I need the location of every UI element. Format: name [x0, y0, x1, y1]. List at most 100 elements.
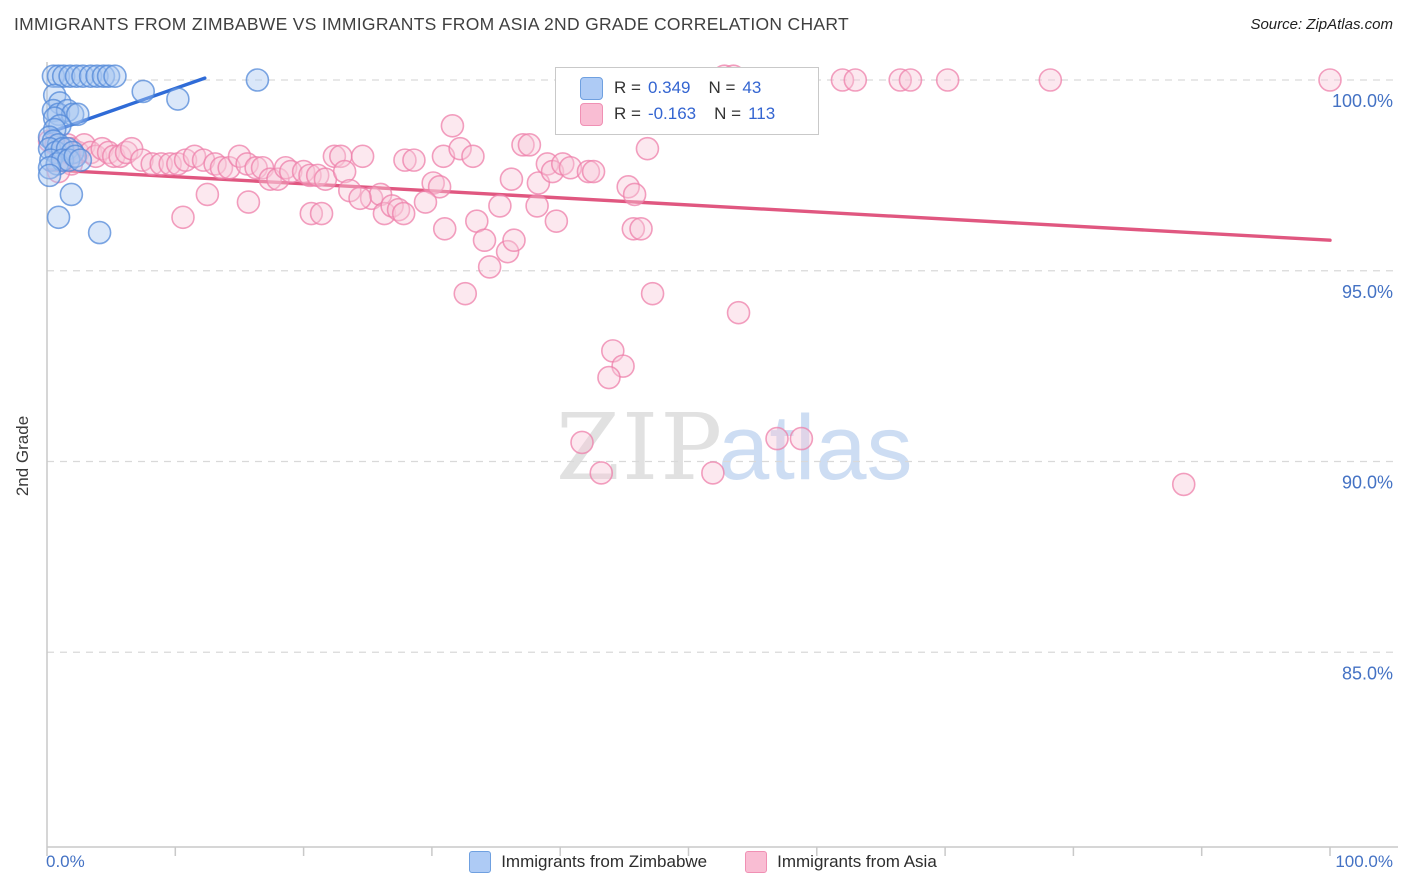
scatter-point-asia — [517, 133, 542, 157]
scatter-point-asia — [525, 194, 549, 218]
scatter-point-zimbabwe — [245, 68, 270, 92]
scatter-point-zimbabwe — [68, 148, 93, 172]
scatter-point-zimbabwe — [37, 155, 62, 180]
scatter-point-asia — [393, 148, 417, 172]
scatter-point-zimbabwe — [103, 64, 127, 88]
scatter-point-asia — [495, 239, 520, 264]
r-label: R = — [614, 78, 641, 97]
scatter-point-asia — [726, 300, 751, 325]
scatter-point-asia — [570, 430, 594, 455]
scatter-point-asia — [171, 205, 195, 230]
scatter-point-asia — [203, 152, 227, 176]
scatter-point-asia — [195, 182, 220, 207]
scatter-point-asia — [149, 152, 173, 176]
zimbabwe-swatch-icon — [469, 851, 492, 873]
correlation-legend-box: R = 0.349 N = 43 R = -0.163 N = 113 — [555, 67, 819, 135]
r-value-zimbabwe: 0.349 — [647, 78, 691, 97]
watermark-zip-text: ZIP — [556, 394, 725, 501]
scatter-point-asia — [1038, 68, 1063, 92]
scatter-point-zimbabwe — [65, 102, 90, 127]
scatter-point-zimbabwe — [78, 64, 103, 88]
asia-swatch-icon — [580, 102, 603, 126]
scatter-point-asia — [1318, 68, 1342, 92]
scatter-point-zimbabwe — [46, 205, 71, 230]
scatter-point-zimbabwe — [37, 163, 62, 188]
source-attribution: Source: ZipAtlas.com — [1250, 16, 1393, 33]
x-axis-max-label: 100.0% — [1335, 852, 1393, 871]
scatter-point-asia — [453, 281, 478, 306]
bottom-legend-item-asia: Immigrants from Asia — [745, 851, 937, 873]
scatter-point-asia — [621, 216, 646, 241]
bottom-legend-label-zimbabwe: Immigrants from Zimbabwe — [501, 852, 708, 871]
scatter-point-asia — [432, 216, 457, 241]
n-label: N = — [714, 104, 742, 123]
scatter-point-zimbabwe — [87, 220, 112, 245]
scatter-point-asia — [597, 365, 621, 390]
scatter-point-asia — [1171, 472, 1196, 497]
scatter-point-asia — [158, 152, 182, 176]
scatter-point-asia — [898, 68, 923, 92]
scatter-point-asia — [298, 163, 322, 188]
y-tick-label: 100.0% — [1332, 91, 1393, 111]
scatter-point-asia — [440, 113, 465, 138]
scatter-point-asia — [140, 152, 165, 176]
scatter-point-zimbabwe — [131, 79, 156, 104]
legend-row-zimbabwe: R = 0.349 N = 43 — [580, 75, 818, 101]
page-title: IMMIGRANTS FROM ZIMBABWE VS IMMIGRANTS F… — [14, 14, 849, 34]
scatter-point-asia — [622, 182, 647, 207]
scatter-point-asia — [380, 194, 404, 218]
x-axis-min-label: 0.0% — [46, 852, 85, 871]
scatter-point-zimbabwe — [59, 182, 84, 207]
scatter-point-asia — [830, 68, 855, 92]
scatter-point-asia — [332, 159, 357, 184]
n-value-asia: 113 — [748, 104, 776, 123]
scatter-point-zimbabwe — [71, 64, 95, 88]
scatter-point-asia — [209, 155, 234, 180]
legend-row-asia: R = -0.163 N = 113 — [580, 101, 818, 127]
scatter-point-asia — [576, 159, 601, 184]
scatter-point-asia — [83, 144, 108, 169]
scatter-point-asia — [616, 175, 640, 199]
scatter-point-asia — [629, 216, 653, 241]
scatter-point-asia — [350, 144, 375, 169]
scatter-point-zimbabwe — [96, 64, 121, 88]
scatter-point-asia — [935, 68, 960, 92]
y-tick-label: 85.0% — [1342, 663, 1393, 683]
scatter-point-asia — [266, 167, 290, 191]
r-value-asia: -0.163 — [647, 104, 697, 123]
bottom-legend-label-asia: Immigrants from Asia — [777, 852, 937, 871]
scatter-point-asia — [477, 255, 502, 279]
asia-swatch-icon — [745, 851, 768, 873]
r-label: R = — [614, 104, 641, 123]
scatter-point-asia — [278, 159, 303, 184]
scatter-point-zimbabwe — [51, 64, 76, 88]
scatter-point-asia — [765, 426, 789, 451]
scatter-point-asia — [413, 190, 438, 214]
n-label: N = — [708, 78, 736, 97]
n-value-zimbabwe: 43 — [742, 78, 762, 97]
scatter-point-asia — [309, 201, 334, 226]
scatter-point-asia — [558, 155, 583, 180]
scatter-point-asia — [448, 136, 472, 161]
scatter-point-asia — [635, 136, 660, 161]
scatter-point-zimbabwe — [50, 148, 75, 172]
trend-line-asia — [45, 167, 1332, 242]
scatter-point-asia — [472, 228, 497, 253]
scatter-point-asia — [488, 194, 512, 218]
scatter-point-asia — [236, 190, 261, 214]
scatter-point-asia — [589, 461, 614, 485]
y-tick-label: 95.0% — [1342, 282, 1393, 302]
watermark-atlas-text: atlas — [718, 397, 913, 499]
scatter-point-asia — [843, 68, 868, 92]
bottom-legend-item-zimbabwe: Immigrants from Zimbabwe — [469, 851, 707, 873]
y-tick-label: 90.0% — [1342, 473, 1393, 493]
scatter-point-asia — [402, 148, 426, 172]
scatter-point-asia — [544, 209, 569, 233]
scatter-point-zimbabwe — [64, 64, 89, 88]
scatter-point-asia — [511, 133, 535, 157]
scatter-point-zimbabwe — [166, 87, 190, 111]
scatter-point-asia — [291, 159, 316, 184]
scatter-point-asia — [640, 281, 665, 306]
